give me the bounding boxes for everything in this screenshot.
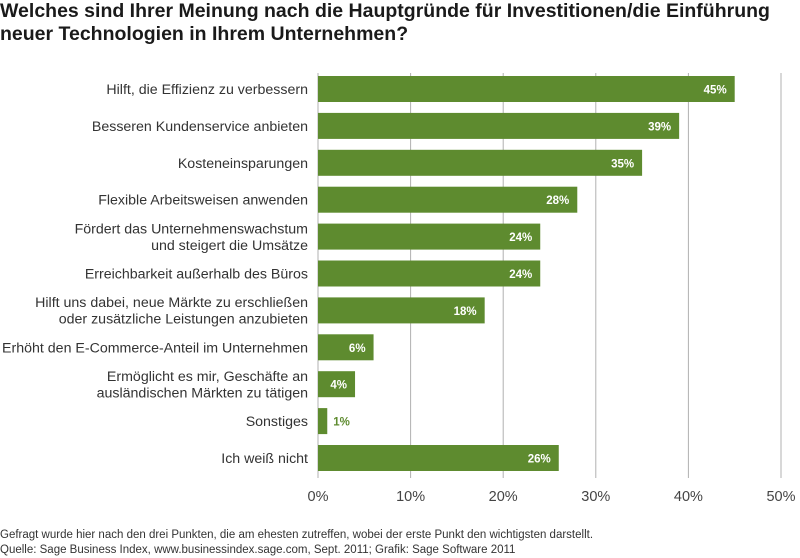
data-label: 4% <box>330 380 347 392</box>
chart-title: Welches sind Ihrer Meinung nach die Haup… <box>0 0 790 46</box>
x-tick-label: 0% <box>308 489 329 505</box>
data-label: 18% <box>454 306 477 318</box>
category-label: Besseren Kundenservice anbieten <box>92 119 308 135</box>
x-tick-label: 30% <box>581 489 610 505</box>
footer: Gefragt wurde hier nach den drei Punkten… <box>0 528 800 557</box>
data-label: 26% <box>528 454 551 466</box>
bar <box>318 334 374 361</box>
x-tick-label: 20% <box>489 489 518 505</box>
data-label: 1% <box>333 417 350 429</box>
x-tick-label: 50% <box>766 489 795 505</box>
x-tick-label: 40% <box>674 489 703 505</box>
category-label: und steigert die Umsätze <box>151 238 308 254</box>
bar <box>318 149 643 176</box>
footer-note: Gefragt wurde hier nach den drei Punkten… <box>0 529 594 541</box>
category-label: Hilft uns dabei, neue Märkte zu erschlie… <box>35 295 308 311</box>
data-label: 24% <box>509 232 532 244</box>
bar <box>318 223 541 250</box>
category-label: Kosteneinsparungen <box>178 156 308 172</box>
bar <box>318 408 328 435</box>
x-tick-label: 10% <box>396 489 425 505</box>
bar <box>318 297 485 324</box>
category-label: Erhöht den E-Commerce-Anteil im Unterneh… <box>2 340 308 356</box>
bar <box>318 445 559 471</box>
bar <box>318 76 735 102</box>
category-label: Hilft, die Effizienz zu verbessern <box>106 82 308 98</box>
data-label: 35% <box>611 158 634 170</box>
data-label: 6% <box>349 343 366 355</box>
category-label: oder zusätzliche Leistungen anzubieten <box>59 312 308 328</box>
bar <box>318 260 541 287</box>
category-label: Ermöglicht es mir, Geschäfte an <box>107 369 308 385</box>
data-label: 39% <box>648 121 671 133</box>
category-label: Flexible Arbeitsweisen anwenden <box>98 193 308 209</box>
bar <box>318 186 578 213</box>
category-label: Fördert das Unternehmenswachstum <box>75 221 308 237</box>
data-label: 28% <box>546 195 569 207</box>
chart-title-line-2: neuer Technologien in Ihrem Unternehmen? <box>0 23 409 45</box>
bar <box>318 371 356 398</box>
category-label: Ich weiß nicht <box>221 451 308 467</box>
bar <box>318 112 680 139</box>
category-label: Sonstiges <box>246 414 308 430</box>
data-label: 45% <box>704 85 727 97</box>
footer-source: Quelle: Sage Business Index, www.busines… <box>0 543 516 556</box>
data-label: 24% <box>509 269 532 281</box>
category-label: ausländischen Märkten zu tätigen <box>97 385 308 401</box>
chart-title-line-1: Welches sind Ihrer Meinung nach die Haup… <box>0 0 770 22</box>
bar-chart: 0% 10% 20% 30% 40% 50% Hilft, die Effizienz zu… <box>2 73 796 505</box>
category-label: Erreichbarkeit außerhalb des Büros <box>85 267 308 283</box>
